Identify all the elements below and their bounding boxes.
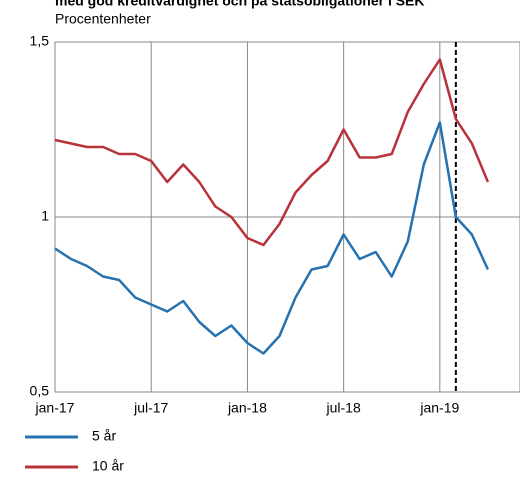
legend-label: 5 år xyxy=(92,428,116,444)
series-line xyxy=(54,121,490,355)
chart-title: med god kreditvärdighet och på statsobli… xyxy=(55,0,425,9)
y-tick-label: 0,5 xyxy=(30,383,50,399)
x-tick-label: jul-17 xyxy=(133,400,168,416)
x-tick-label: jan-19 xyxy=(419,400,459,416)
x-tick-label: jan-18 xyxy=(227,400,267,416)
chart-subtitle: Procentenheter xyxy=(55,11,151,27)
y-tick-label: 1,5 xyxy=(30,33,50,49)
legend-label: 10 år xyxy=(92,458,124,474)
y-tick-label: 1 xyxy=(41,208,49,224)
x-tick-label: jan-17 xyxy=(35,400,75,416)
x-tick-label: jul-18 xyxy=(325,400,360,416)
series-line xyxy=(54,58,490,247)
